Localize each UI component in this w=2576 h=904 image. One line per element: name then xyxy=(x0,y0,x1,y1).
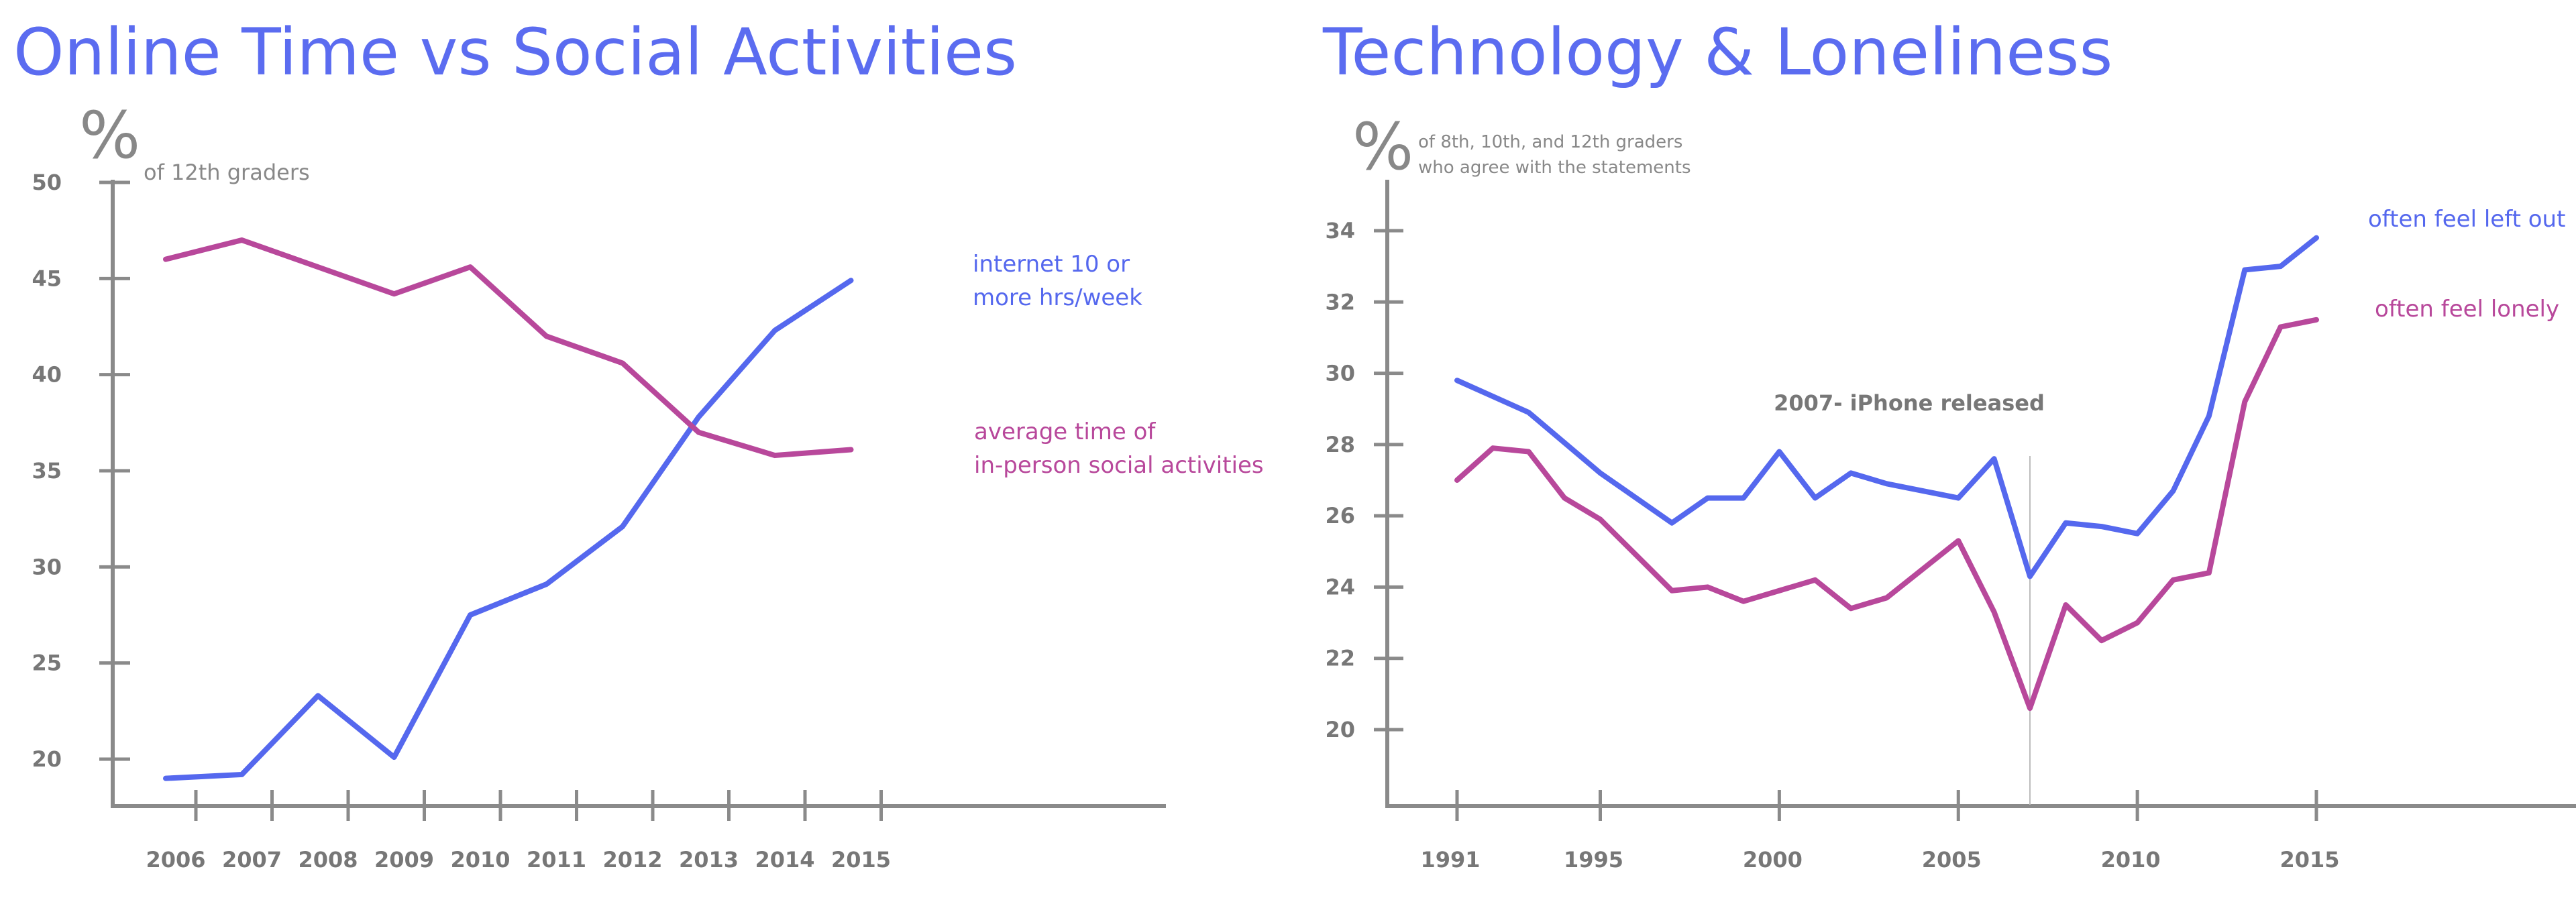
x-tick-label: 2011 xyxy=(527,847,586,872)
y-tick-label: 32 xyxy=(1325,289,1355,315)
x-tick-label: 1991 xyxy=(1420,847,1480,872)
y-tick-label: 35 xyxy=(32,458,62,484)
y-tick-label: 20 xyxy=(1325,717,1355,742)
series-label-internet: internet 10 or xyxy=(973,251,1130,278)
y-axis-label: of 8th, 10th, and 12th graders xyxy=(1418,132,1682,152)
x-tick-label: 2007 xyxy=(222,847,282,872)
x-tick-label: 2000 xyxy=(1743,847,1803,872)
y-tick-label: 22 xyxy=(1325,646,1355,671)
x-tick-label: 2014 xyxy=(755,847,814,872)
y-axis-label: who agree with the statements xyxy=(1418,158,1691,178)
series-label-social: in-person social activities xyxy=(974,452,1264,479)
chart-panel-online-time: Online Time vs Social Activities 20 25 30 3… xyxy=(13,15,1264,872)
y-axis-label: of 12th graders xyxy=(144,160,310,185)
x-tick-label: 2013 xyxy=(679,847,739,872)
series-line xyxy=(1454,235,2319,579)
y-tick-label: 50 xyxy=(32,170,62,195)
y-unit-symbol: % xyxy=(1352,109,1413,184)
series-label-social: average time of xyxy=(974,418,1156,445)
y-unit-symbol: % xyxy=(79,98,140,173)
y-tick-label: 28 xyxy=(1325,432,1355,457)
chart-svg-loneliness: 20 22 24 26 28 30 32 34 1991 1995 2000 2005 2010 2015… xyxy=(1325,109,2576,872)
x-tick-label: 1995 xyxy=(1564,847,1623,872)
series-line xyxy=(1454,317,2319,712)
x-tick-label: 2008 xyxy=(298,847,358,872)
x-tick-label: 2005 xyxy=(1922,847,1982,872)
series-line xyxy=(163,237,854,459)
y-tick-label: 30 xyxy=(32,554,62,579)
chart-svg-online-time: 20 25 30 35 40 45 50 2006 2007 2008 2009 2010 2011 20… xyxy=(32,98,1264,872)
y-tick-label: 20 xyxy=(32,746,62,772)
x-tick-label: 2015 xyxy=(831,847,891,872)
chart-title: Online Time vs Social Activities xyxy=(13,15,1018,90)
y-tick-label: 34 xyxy=(1325,218,1355,243)
x-tick-label: 2012 xyxy=(602,847,662,872)
chart-panel-loneliness: Technology & Loneliness 20 22 24 26 28 30 32 34… xyxy=(1288,0,2576,904)
series-label-lonely: often feel lonely xyxy=(2375,296,2559,323)
series-label-left-out: often feel left out xyxy=(2368,206,2565,233)
y-tick-label: 40 xyxy=(32,362,62,388)
y-tick-label: 26 xyxy=(1325,503,1355,528)
x-tick-label: 2006 xyxy=(146,847,205,872)
x-tick-label: 2010 xyxy=(450,847,510,872)
chart-title: Technology & Loneliness xyxy=(1323,15,2113,90)
x-tick-label: 2009 xyxy=(374,847,434,872)
y-tick-label: 25 xyxy=(32,651,62,676)
x-tick-label: 2015 xyxy=(2279,847,2339,872)
y-tick-label: 45 xyxy=(32,266,62,291)
annotation-label: 2007- iPhone released xyxy=(1774,390,2045,416)
series-label-internet: more hrs/week xyxy=(973,284,1142,311)
series-line xyxy=(163,278,854,781)
y-tick-label: 30 xyxy=(1325,361,1355,386)
x-tick-label: 2010 xyxy=(2101,847,2161,872)
y-tick-label: 24 xyxy=(1325,574,1355,600)
